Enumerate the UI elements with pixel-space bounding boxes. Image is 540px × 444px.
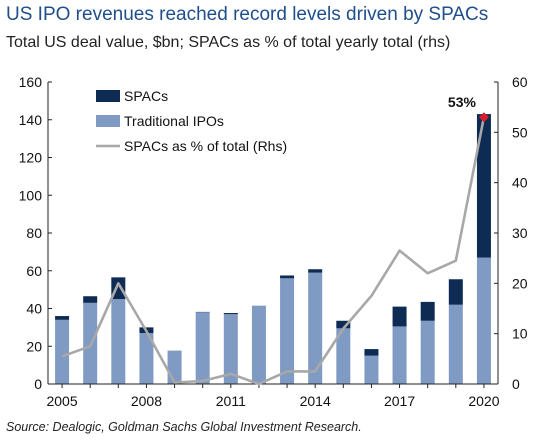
bar-traditional-2014 — [308, 272, 323, 384]
bar-spacs-2011 — [223, 313, 238, 315]
y2-tick-label-20: 20 — [512, 275, 528, 291]
bar-traditional-2010 — [195, 312, 210, 384]
annotation-label: 53% — [448, 94, 477, 110]
bar-traditional-2005 — [55, 319, 70, 384]
bar-spacs-2018 — [420, 301, 435, 321]
legend-swatch-spacs — [96, 90, 120, 102]
x-tick-label-2017: 2017 — [384, 393, 415, 409]
bar-traditional-2008 — [139, 333, 154, 384]
bar-traditional-2020 — [476, 257, 491, 384]
y2-tick-label-50: 50 — [512, 124, 528, 140]
x-tick-label-2020: 2020 — [468, 393, 499, 409]
legend-label-0: SPACs — [124, 88, 168, 104]
bar-spacs-2016 — [364, 349, 379, 356]
legend-swatch-traditional — [96, 115, 120, 127]
bar-spacs-2014 — [308, 269, 323, 273]
legend-label-2: SPACs as % of total (Rhs) — [124, 138, 287, 154]
x-tick-label-2005: 2005 — [46, 393, 77, 409]
chart-subtitle: Total US deal value, $bn; SPACs as % of … — [6, 34, 451, 51]
bar-spacs-2020 — [476, 114, 491, 258]
x-tick-label-2011: 2011 — [216, 393, 246, 409]
y2-tick-label-30: 30 — [512, 225, 528, 241]
x-tick-label-2014: 2014 — [300, 393, 331, 409]
spacs-share-line — [61, 116, 486, 386]
x-tick-label-2008: 2008 — [131, 393, 162, 409]
bars-layer — [55, 114, 491, 384]
plot-frame — [47, 81, 499, 388]
y-tick-label-140: 140 — [19, 112, 43, 128]
bar-spacs-2017 — [392, 306, 407, 327]
bar-spacs-2006 — [83, 296, 98, 303]
y-tick-label-100: 100 — [19, 187, 43, 203]
bar-spacs-2013 — [280, 275, 295, 279]
y-tick-label-120: 120 — [19, 150, 43, 166]
bar-spacs-2015 — [336, 320, 351, 329]
legend-label-1: Traditional IPOs — [124, 113, 224, 129]
bar-spacs-2005 — [55, 316, 70, 320]
y2-tick-label-40: 40 — [512, 175, 528, 191]
bar-traditional-2019 — [448, 304, 463, 384]
y-tick-label-60: 60 — [26, 263, 42, 279]
y-tick-label-80: 80 — [26, 225, 42, 241]
tick-labels: 0 20 40 60 80 100 120 140 160 0 10 20 30 40 50 60 2005 20… — [19, 74, 528, 409]
line-layer — [61, 116, 486, 386]
bar-traditional-2016 — [364, 355, 379, 384]
y2-tick-label-10: 10 — [512, 326, 528, 342]
legend: SPACs Traditional IPOs SPACs as % of total… — [96, 88, 287, 154]
bar-spacs-2019 — [448, 279, 463, 305]
bar-traditional-2009 — [167, 350, 182, 384]
y-tick-label-20: 20 — [26, 338, 42, 354]
y2-tick-label-60: 60 — [512, 74, 528, 90]
annotation-marker — [478, 112, 489, 123]
chart-title: US IPO revenues reached record levels dr… — [6, 4, 489, 25]
bar-traditional-2018 — [420, 320, 435, 384]
bar-traditional-2013 — [280, 278, 295, 384]
bar-traditional-2011 — [223, 314, 238, 384]
y-tick-label-0: 0 — [34, 376, 42, 392]
annotation-layer: 53% — [448, 94, 489, 123]
bar-traditional-2007 — [111, 299, 126, 384]
y-tick-label-160: 160 — [19, 74, 43, 90]
bar-traditional-2012 — [251, 305, 266, 384]
bar-traditional-2015 — [336, 328, 351, 384]
y2-tick-label-0: 0 — [512, 376, 520, 392]
y-tick-label-40: 40 — [26, 301, 42, 317]
source-note: Source: Dealogic, Goldman Sachs Global I… — [6, 420, 362, 434]
bar-traditional-2017 — [392, 326, 407, 384]
